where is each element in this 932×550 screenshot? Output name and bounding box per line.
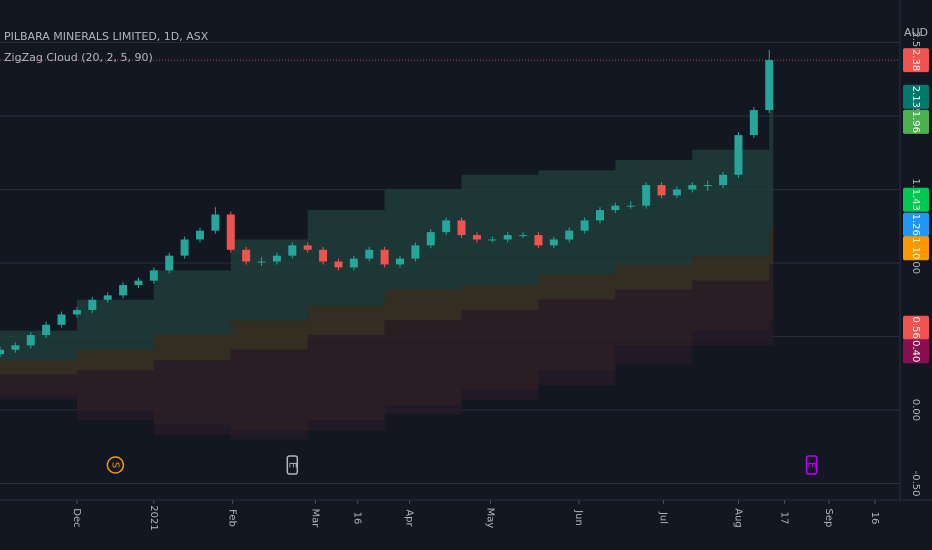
event-marker — [286, 455, 299, 475]
candle-body — [472, 235, 481, 240]
chart-title: PILBARA MINERALS LIMITED, 1D, ASX — [4, 30, 209, 43]
candle-body — [703, 185, 712, 187]
cloud-band — [0, 264, 774, 431]
candle-body — [657, 185, 666, 196]
candle-body — [442, 220, 451, 233]
cloud-band — [0, 320, 774, 440]
event-marker — [805, 455, 818, 475]
candle-body — [119, 285, 128, 296]
candle-body — [165, 255, 174, 271]
candle-body — [380, 249, 389, 265]
x-tick-label: Feb — [227, 509, 238, 527]
candle-body — [72, 310, 81, 315]
x-tick-label: 16 — [869, 512, 880, 525]
event-marker — [106, 456, 125, 474]
candle-body — [672, 189, 681, 196]
x-tick-label: Sep — [823, 509, 834, 528]
cloud-band — [0, 110, 774, 361]
candle-body — [565, 230, 574, 240]
candle-body — [580, 220, 589, 231]
price-tag — [903, 212, 929, 237]
price-tag-label: 1.43 — [910, 189, 921, 211]
indicator-name: ZigZag Cloud (20, 2, 5, 90) — [4, 51, 153, 64]
candle-body — [503, 235, 512, 240]
price-tag — [903, 109, 929, 134]
candle-body — [596, 210, 604, 221]
candle-body — [549, 239, 558, 246]
candle-body — [749, 110, 758, 136]
x-tick-label: 16 — [352, 512, 363, 525]
candle-body — [626, 205, 635, 207]
candle-body — [334, 261, 343, 268]
candle-body — [103, 295, 112, 300]
candle-body — [88, 299, 97, 311]
price-tag-label: 2.38 — [910, 49, 921, 71]
candle-body — [211, 214, 220, 231]
candle-body — [426, 232, 435, 246]
y-tick-label: 0.00 — [910, 399, 921, 421]
price-tag — [903, 236, 929, 261]
candle-body — [257, 261, 266, 263]
candle-body — [42, 324, 51, 336]
x-tick-label: Aug — [732, 508, 743, 528]
x-tick-label: 2021 — [148, 505, 159, 530]
candle-body — [642, 185, 651, 206]
candle-body — [365, 249, 374, 259]
candle-body — [226, 214, 235, 250]
price-tag-label: 1.96 — [910, 111, 921, 133]
candle-body — [734, 135, 743, 175]
candle-body — [272, 255, 281, 262]
x-tick-label: Dec — [71, 508, 82, 527]
price-tag-label: 1.10 — [910, 237, 921, 259]
candle-body — [57, 314, 66, 325]
candle-body — [688, 185, 697, 190]
candle-body — [765, 60, 774, 111]
candle-body — [180, 239, 189, 256]
candle-body — [396, 258, 404, 265]
x-tick-label: Mar — [309, 509, 320, 529]
candle-body — [519, 235, 528, 237]
candle-body — [11, 345, 20, 350]
event-label: S — [109, 462, 120, 468]
candle-body — [349, 258, 358, 268]
price-tag — [903, 315, 929, 340]
candle-body — [26, 335, 35, 346]
candle-body — [534, 235, 543, 246]
candle-body — [611, 205, 620, 211]
y-tick-label: 2.50 — [910, 31, 921, 53]
y-tick-label: -0.50 — [910, 471, 921, 497]
candle-body — [457, 220, 466, 236]
price-tag-label: 2.13 — [910, 86, 921, 108]
candle-body — [719, 174, 728, 186]
price-tag — [903, 48, 929, 73]
x-tick-label: Jun — [573, 509, 584, 526]
candle-body — [242, 249, 251, 262]
x-tick-label: May — [484, 508, 495, 529]
y-tick-label: 1.00 — [910, 252, 921, 274]
candle-body — [134, 280, 143, 286]
candle-body — [303, 245, 312, 250]
candle-body — [288, 245, 297, 256]
candle-body — [319, 249, 328, 262]
event-label: E — [806, 462, 817, 468]
currency: AUD — [904, 26, 928, 39]
candle-body — [488, 239, 497, 241]
price-tag — [903, 187, 929, 212]
cloud-band — [0, 230, 774, 375]
candle-body — [196, 230, 204, 240]
price-tag-label: 1.26 — [910, 214, 921, 236]
price-tag — [903, 339, 929, 364]
price-tag — [903, 84, 929, 109]
candle-body — [411, 245, 420, 259]
x-tick-label: Apr — [404, 509, 415, 527]
price-tag-label: 0.56 — [910, 317, 921, 339]
x-tick-label: 17 — [779, 512, 790, 525]
price-tag-label: 0.40 — [910, 340, 921, 362]
candle-body — [149, 270, 158, 281]
event-label: E — [286, 462, 297, 468]
candle-body — [0, 349, 4, 355]
x-tick-label: Jul — [657, 511, 668, 524]
